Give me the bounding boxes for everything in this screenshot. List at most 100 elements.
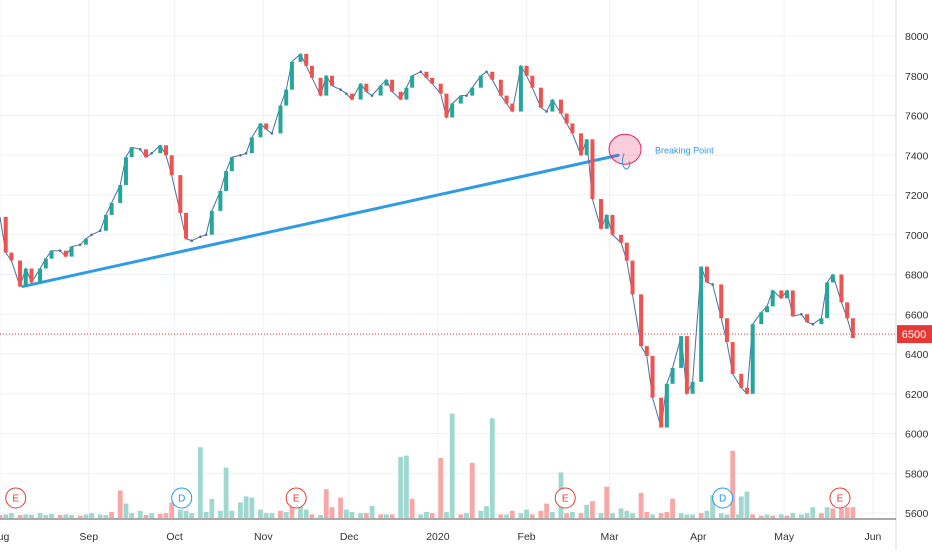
candle-up bbox=[378, 85, 383, 96]
candle-up bbox=[518, 65, 523, 112]
candle-down bbox=[850, 318, 855, 339]
price-point bbox=[339, 88, 342, 91]
candle-up bbox=[49, 250, 54, 259]
price-line bbox=[0, 53, 854, 428]
volume-bar bbox=[658, 513, 664, 518]
earnings-marker-letter: E bbox=[837, 494, 844, 505]
candle-up bbox=[604, 214, 609, 229]
candle-up bbox=[450, 103, 455, 118]
candle-down bbox=[18, 260, 23, 287]
volume-bar bbox=[478, 510, 484, 518]
candle-up bbox=[229, 157, 234, 172]
volume-bar bbox=[498, 514, 504, 518]
volume-bar bbox=[630, 513, 635, 518]
candle-down bbox=[730, 342, 735, 374]
x-tick-label: Jun bbox=[864, 531, 881, 543]
volume-bar bbox=[123, 503, 129, 518]
volume-bar bbox=[17, 515, 23, 518]
volume-bar bbox=[409, 498, 415, 518]
volume-bar bbox=[618, 508, 624, 518]
dividend-marker-letter: D bbox=[719, 494, 726, 505]
volume-bar bbox=[529, 514, 535, 518]
candle-up bbox=[103, 214, 108, 231]
candle-down bbox=[530, 75, 535, 88]
volume-bar bbox=[203, 512, 209, 518]
price-point bbox=[811, 322, 815, 326]
volume-bar bbox=[758, 515, 764, 518]
volume-bar bbox=[43, 515, 49, 518]
volume-bar bbox=[509, 510, 515, 518]
volume-bar bbox=[844, 507, 850, 518]
volume-bar bbox=[704, 510, 710, 518]
y-tick-label: 6200 bbox=[905, 389, 929, 401]
volume-bar bbox=[398, 456, 404, 518]
candle-up bbox=[38, 268, 43, 283]
volume-bar bbox=[598, 513, 604, 518]
volume-bar bbox=[818, 513, 824, 518]
candle-up bbox=[123, 157, 128, 186]
earnings-marker-letter: E bbox=[12, 494, 19, 505]
candle-down bbox=[724, 318, 729, 343]
y-tick-label: 7800 bbox=[905, 71, 929, 83]
volume-bar bbox=[570, 512, 575, 518]
candle-up bbox=[289, 61, 294, 90]
volume-bar bbox=[303, 509, 309, 518]
volume-bar bbox=[418, 514, 424, 518]
candle-down bbox=[739, 373, 744, 388]
volume-bar bbox=[129, 513, 135, 518]
volume-bar bbox=[730, 450, 736, 518]
candle-down bbox=[350, 93, 355, 100]
volume-bar bbox=[584, 504, 590, 518]
volume-bar bbox=[698, 513, 704, 518]
candle-down bbox=[790, 290, 795, 317]
volume-bar bbox=[710, 495, 716, 518]
candle-up bbox=[470, 87, 475, 96]
candle-up bbox=[770, 290, 775, 307]
candle-down bbox=[744, 387, 749, 394]
candle-down bbox=[639, 294, 644, 347]
volume-bar bbox=[830, 508, 836, 518]
candle-down bbox=[9, 252, 14, 261]
volume-bar bbox=[544, 503, 550, 518]
price-point bbox=[190, 239, 194, 243]
volume-bar bbox=[684, 514, 690, 518]
candle-down bbox=[659, 397, 664, 428]
volume-bar bbox=[650, 514, 655, 518]
candle-up bbox=[224, 171, 229, 192]
candle-up bbox=[83, 238, 88, 245]
time-axis: Aug Sep Oct Nov Dec 2020 Feb Mar Apr May Jun bbox=[0, 518, 896, 543]
candle-down bbox=[143, 149, 148, 158]
price-point bbox=[58, 249, 62, 252]
candle-down bbox=[364, 83, 369, 92]
volume-bar bbox=[750, 514, 756, 518]
trendline-layer bbox=[0, 153, 896, 335]
volume-bar bbox=[610, 513, 615, 518]
volume-bar bbox=[358, 513, 364, 518]
y-tick-label: 7400 bbox=[905, 150, 929, 162]
volume-bar bbox=[824, 507, 830, 518]
volume-bar bbox=[349, 512, 355, 518]
support-trendline bbox=[21, 153, 620, 288]
volume-bar bbox=[283, 512, 289, 518]
volume-bar bbox=[469, 462, 475, 518]
volume-bar bbox=[163, 513, 169, 518]
volume-bar bbox=[318, 515, 323, 518]
volume-bar bbox=[177, 509, 183, 518]
candle-down bbox=[169, 155, 174, 176]
volume-bar bbox=[738, 496, 744, 518]
volume-bar bbox=[309, 514, 315, 518]
candle-up bbox=[830, 274, 835, 283]
candle-down bbox=[264, 123, 269, 130]
price-point bbox=[419, 70, 423, 74]
volume-bar bbox=[444, 512, 449, 518]
volume-bar bbox=[664, 512, 670, 518]
candle-down bbox=[624, 242, 629, 261]
candle-up bbox=[404, 87, 409, 100]
candle-up bbox=[584, 139, 589, 156]
price-point bbox=[90, 233, 93, 237]
volume-bar bbox=[638, 492, 644, 518]
candle-up bbox=[819, 318, 824, 325]
candle-up bbox=[324, 75, 329, 96]
volume-bar bbox=[249, 497, 255, 518]
y-tick-label: 5800 bbox=[905, 468, 929, 480]
